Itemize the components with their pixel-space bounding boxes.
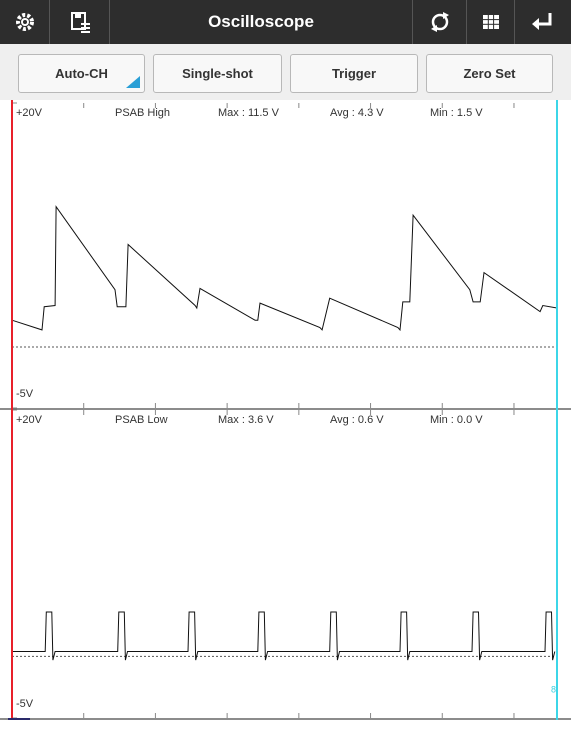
button-label: Auto-CH — [55, 66, 108, 81]
header: Oscilloscope — [0, 0, 571, 44]
y-tick-label: +20V — [16, 414, 43, 426]
avg-reading: Avg : 0.6 V — [330, 414, 384, 426]
save-button[interactable] — [50, 0, 110, 44]
channel-name: PSAB High — [115, 107, 170, 119]
gear-icon — [16, 13, 34, 31]
settings-button[interactable] — [0, 0, 50, 44]
channel-name: PSAB Low — [115, 414, 168, 426]
avg-reading: Avg : 4.3 V — [330, 107, 384, 119]
min-reading: Min : 1.5 V — [430, 107, 483, 119]
refresh-icon — [431, 12, 449, 32]
y-tick-label: -5V — [16, 388, 34, 400]
waveform — [12, 611, 556, 661]
y-tick-label: +20V — [16, 107, 43, 119]
y-tick-label: -5V — [16, 698, 34, 710]
trigger-button[interactable]: Trigger — [290, 54, 418, 93]
grid-button[interactable] — [467, 0, 515, 44]
max-reading: Max : 3.6 V — [218, 414, 274, 426]
min-reading: Min : 0.0 V — [430, 414, 483, 426]
waveform — [11, 205, 558, 332]
save-icon — [71, 12, 90, 33]
refresh-button[interactable] — [413, 0, 467, 44]
auto-ch-button[interactable]: Auto-CH — [18, 54, 145, 93]
back-button[interactable] — [515, 0, 571, 44]
corner-triangle — [126, 76, 140, 88]
app-title: Oscilloscope — [110, 0, 413, 44]
max-reading: Max : 11.5 V — [218, 107, 280, 119]
grid-icon — [483, 15, 499, 29]
back-icon — [532, 13, 552, 30]
scope-display: +20V -5V PSAB High Max : 11.5 V Avg : 4.3 V M… — [0, 100, 571, 720]
toolbar: Auto-CH Single-shot Trigger Zero Set — [0, 44, 571, 100]
cursor-marker: 8 — [551, 684, 556, 694]
zero-set-button[interactable]: Zero Set — [426, 54, 553, 93]
single-shot-button[interactable]: Single-shot — [153, 54, 282, 93]
